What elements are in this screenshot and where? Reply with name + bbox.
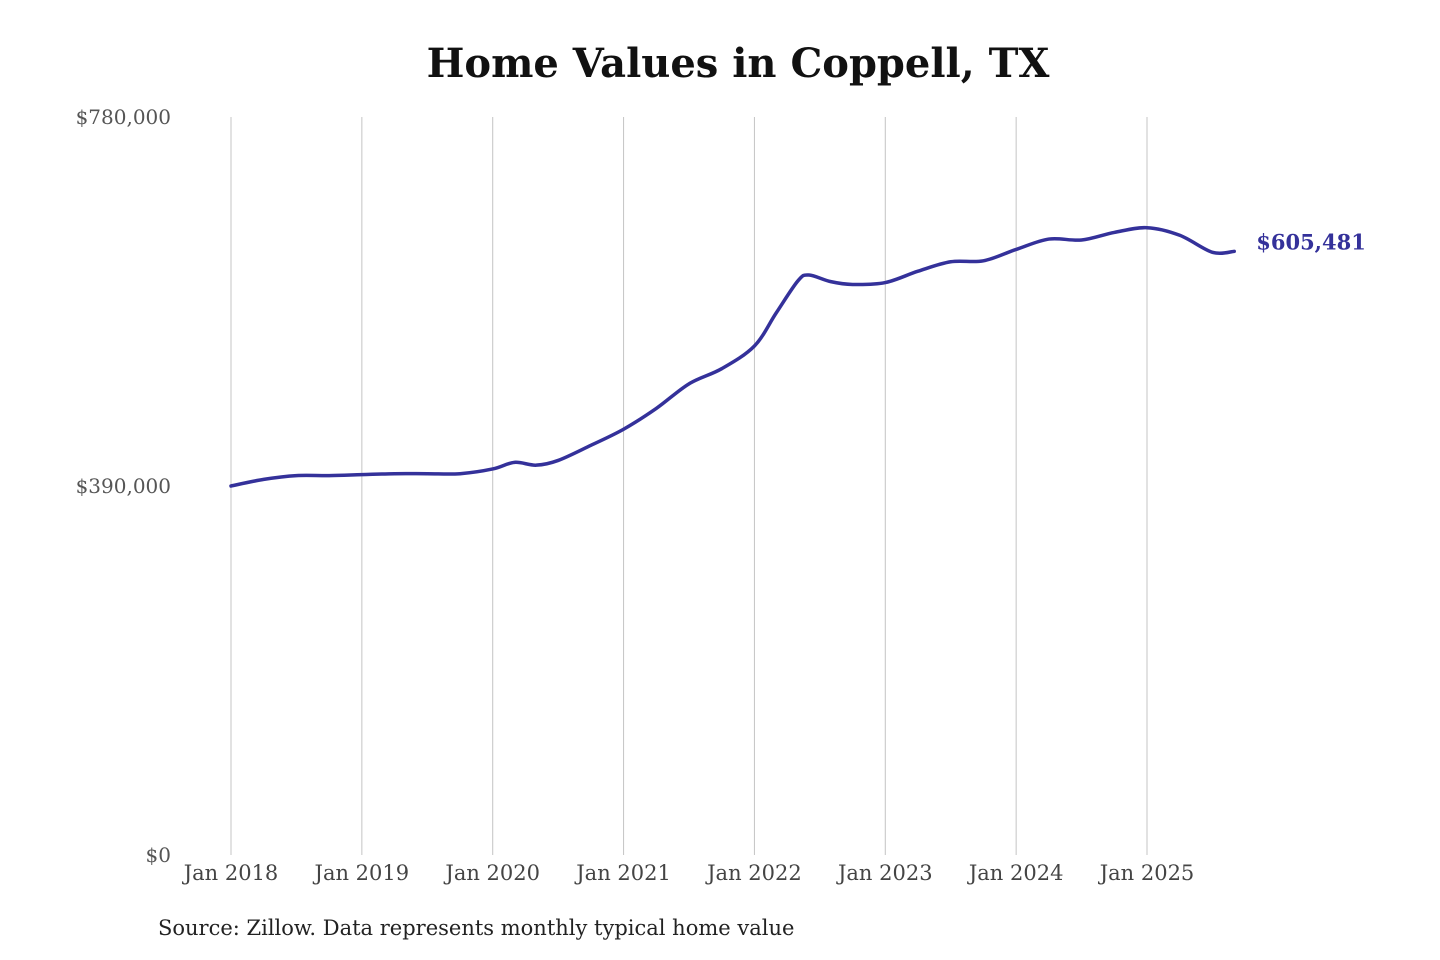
x-tick-label: Jan 2021 bbox=[574, 861, 671, 885]
x-tick-label: Jan 2018 bbox=[182, 861, 279, 885]
chart-title: Home Values in Coppell, TX bbox=[426, 40, 1050, 87]
x-tick-label: Jan 2020 bbox=[443, 861, 540, 885]
x-tick-label: Jan 2022 bbox=[705, 861, 802, 885]
x-axis-ticks: Jan 2018 Jan 2019 Jan 2020 Jan 2021 Jan 2022… bbox=[182, 861, 1195, 885]
y-tick-label: $780,000 bbox=[76, 105, 171, 129]
series-line bbox=[229, 225, 1236, 488]
series: $605,481 bbox=[229, 225, 1366, 488]
y-axis-ticks: $0 $390,000 $780,000 bbox=[76, 105, 171, 867]
source-note: Source: Zillow. Data represents monthly … bbox=[158, 916, 795, 940]
x-tick-label: Jan 2019 bbox=[313, 861, 410, 885]
end-value-label: $605,481 bbox=[1256, 229, 1366, 254]
x-tick-label: Jan 2023 bbox=[836, 861, 933, 885]
grid-lines bbox=[230, 117, 1148, 855]
y-tick-label: $390,000 bbox=[76, 474, 171, 498]
x-tick-label: Jan 2025 bbox=[1098, 861, 1195, 885]
x-tick-label: Jan 2024 bbox=[967, 861, 1064, 885]
y-tick-label: $0 bbox=[146, 843, 171, 867]
